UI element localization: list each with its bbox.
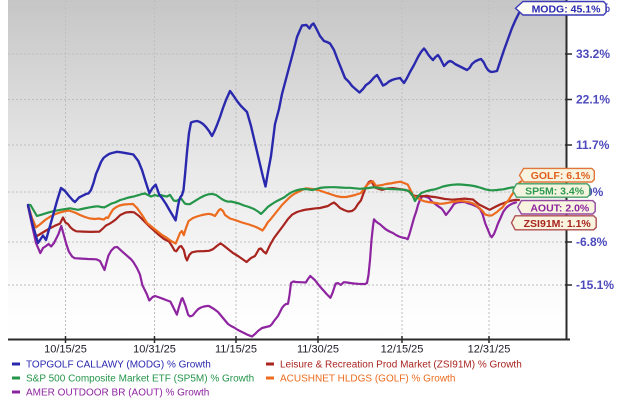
svg-text:TOPGOLF CALLAWY (MODG) % Growt: TOPGOLF CALLAWY (MODG) % Growth	[26, 360, 211, 371]
svg-text:ZSI91M: 1.1%: ZSI91M: 1.1%	[524, 218, 592, 230]
svg-text:-15.1%: -15.1%	[576, 278, 614, 292]
svg-text:Leisure & Recreation Prod Mark: Leisure & Recreation Prod Market (ZSI91M…	[280, 360, 522, 371]
svg-text:ACUSHNET HLDGS (GOLF) % Growth: ACUSHNET HLDGS (GOLF) % Growth	[280, 374, 455, 385]
svg-text:-6.8%: -6.8%	[576, 235, 608, 249]
svg-text:12/15/25: 12/15/25	[381, 344, 424, 356]
svg-text:33.2%: 33.2%	[576, 47, 610, 61]
svg-text:AOUT: 2.0%: AOUT: 2.0%	[530, 202, 590, 214]
svg-text:AMER OUTDOOR BR (AOUT) % Growt: AMER OUTDOOR BR (AOUT) % Growth	[26, 388, 209, 399]
svg-text:SP5M: 3.4%: SP5M: 3.4%	[525, 186, 585, 198]
svg-text:S&P 500 Composite Market ETF (: S&P 500 Composite Market ETF (SP5M) % Gr…	[26, 374, 254, 385]
svg-text:22.1%: 22.1%	[576, 93, 610, 107]
svg-text:10/15/25: 10/15/25	[44, 344, 87, 356]
svg-text:10/31/25: 10/31/25	[133, 344, 176, 356]
svg-text:GOLF: 6.1%: GOLF: 6.1%	[531, 170, 591, 182]
svg-text:11/30/25: 11/30/25	[297, 344, 339, 356]
svg-text:11/15/25: 11/15/25	[215, 344, 257, 356]
svg-text:11.7%: 11.7%	[576, 138, 610, 152]
svg-text:MODG: 45.1%: MODG: 45.1%	[532, 3, 602, 15]
svg-text:12/31/25: 12/31/25	[468, 344, 511, 356]
